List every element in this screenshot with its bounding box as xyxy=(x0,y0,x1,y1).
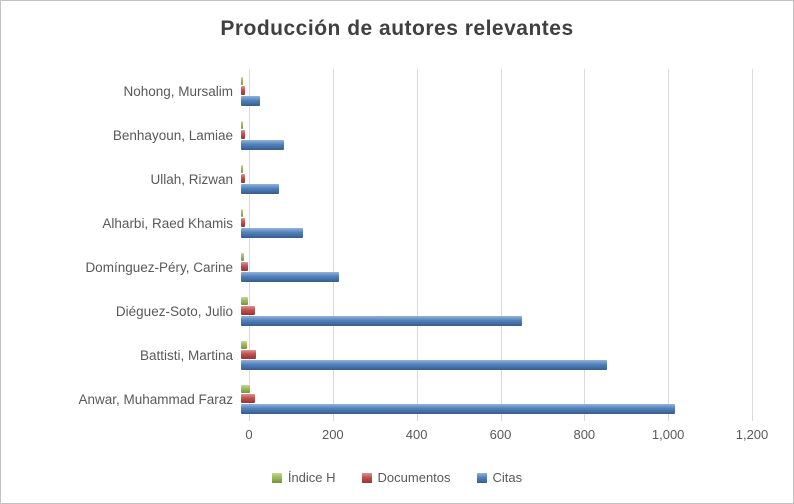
bar-group xyxy=(241,333,752,377)
bar-indice-h xyxy=(241,164,243,173)
bar-citas xyxy=(241,403,676,414)
x-tick-label: 600 xyxy=(489,427,512,442)
bar-indice-h xyxy=(241,76,243,85)
bar-indice-h xyxy=(241,384,250,393)
bar-indice-h xyxy=(241,208,244,217)
legend-label: Documentos xyxy=(377,470,451,485)
bar-group xyxy=(241,201,752,245)
legend-item: Documentos xyxy=(361,470,451,485)
bar-indice-h xyxy=(241,252,244,261)
chart-title: Producción de autores relevantes xyxy=(220,17,574,40)
bar-group xyxy=(241,245,752,289)
category-label: Benhayoun, Lamiae xyxy=(112,127,233,143)
category-row: Benhayoun, Lamiae xyxy=(1,113,752,157)
legend-item: Citas xyxy=(476,470,523,485)
x-axis-ticks: 0 200 400 600 800 1,000 1,200 xyxy=(245,427,768,445)
bar-documentos xyxy=(241,349,257,359)
category-label: Anwar, Muhammad Faraz xyxy=(78,391,233,407)
bar-documentos xyxy=(241,217,246,227)
bar-indice-h xyxy=(241,296,248,305)
legend-swatch-icon xyxy=(271,472,282,483)
bar-documentos xyxy=(241,173,245,183)
gridline xyxy=(249,69,250,421)
legend: Índice H Documentos Citas xyxy=(1,470,793,485)
legend-item: Índice H xyxy=(271,470,336,485)
bar-citas xyxy=(241,95,261,106)
legend-swatch-icon xyxy=(476,472,487,483)
gridline xyxy=(668,69,670,421)
bar-group xyxy=(241,289,752,333)
category-row: Alharbi, Raed Khamis xyxy=(1,201,752,245)
x-tick-label: 800 xyxy=(573,427,596,442)
category-row: Battisti, Martina xyxy=(1,333,752,377)
gridline xyxy=(752,69,753,421)
bar-group xyxy=(241,157,752,201)
x-tick-label: 200 xyxy=(321,427,344,442)
gridline xyxy=(416,69,418,421)
bar-citas xyxy=(241,183,280,194)
bar-indice-h xyxy=(241,340,248,349)
bar-citas xyxy=(241,139,284,150)
bar-citas xyxy=(241,315,523,326)
x-tick-label: 1,000 xyxy=(651,427,685,442)
category-label: Alharbi, Raed Khamis xyxy=(102,215,233,231)
x-tick-label: 0 xyxy=(245,427,253,442)
bar-documentos xyxy=(241,129,246,139)
category-label: Nohong, Mursalim xyxy=(123,83,233,99)
category-row: Domínguez-Péry, Carine xyxy=(1,245,752,289)
category-label: Domínguez-Péry, Carine xyxy=(85,259,233,275)
bar-group xyxy=(241,69,752,113)
bar-group xyxy=(241,377,752,421)
category-row: Ullah, Rizwan xyxy=(1,157,752,201)
bar-citas xyxy=(241,359,608,370)
bar-indice-h xyxy=(241,120,243,129)
x-tick-label: 1,200 xyxy=(735,427,769,442)
gridline xyxy=(332,69,334,421)
bar-documentos xyxy=(241,393,256,403)
gridline xyxy=(584,69,586,421)
plot-rows: Nohong, Mursalim Benhayoun, Lamiae Ullah, … xyxy=(1,69,752,421)
category-label: Diéguez-Soto, Julio xyxy=(115,303,233,319)
bar-citas xyxy=(241,227,303,238)
x-tick-label: 400 xyxy=(405,427,428,442)
category-row: Diéguez-Soto, Julio xyxy=(1,289,752,333)
category-label: Battisti, Martina xyxy=(139,347,233,363)
bar-citas xyxy=(241,271,339,282)
legend-swatch-icon xyxy=(361,472,372,483)
category-label: Ullah, Rizwan xyxy=(150,171,233,187)
bar-group xyxy=(241,113,752,157)
gridline xyxy=(500,69,502,421)
gridlines xyxy=(249,69,753,421)
bar-documentos xyxy=(241,261,248,271)
legend-label: Índice H xyxy=(287,470,336,485)
bar-documentos xyxy=(241,85,245,95)
category-row: Nohong, Mursalim xyxy=(1,69,752,113)
category-row: Anwar, Muhammad Faraz xyxy=(1,377,752,421)
legend-label: Citas xyxy=(492,470,523,485)
bar-documentos xyxy=(241,305,256,315)
